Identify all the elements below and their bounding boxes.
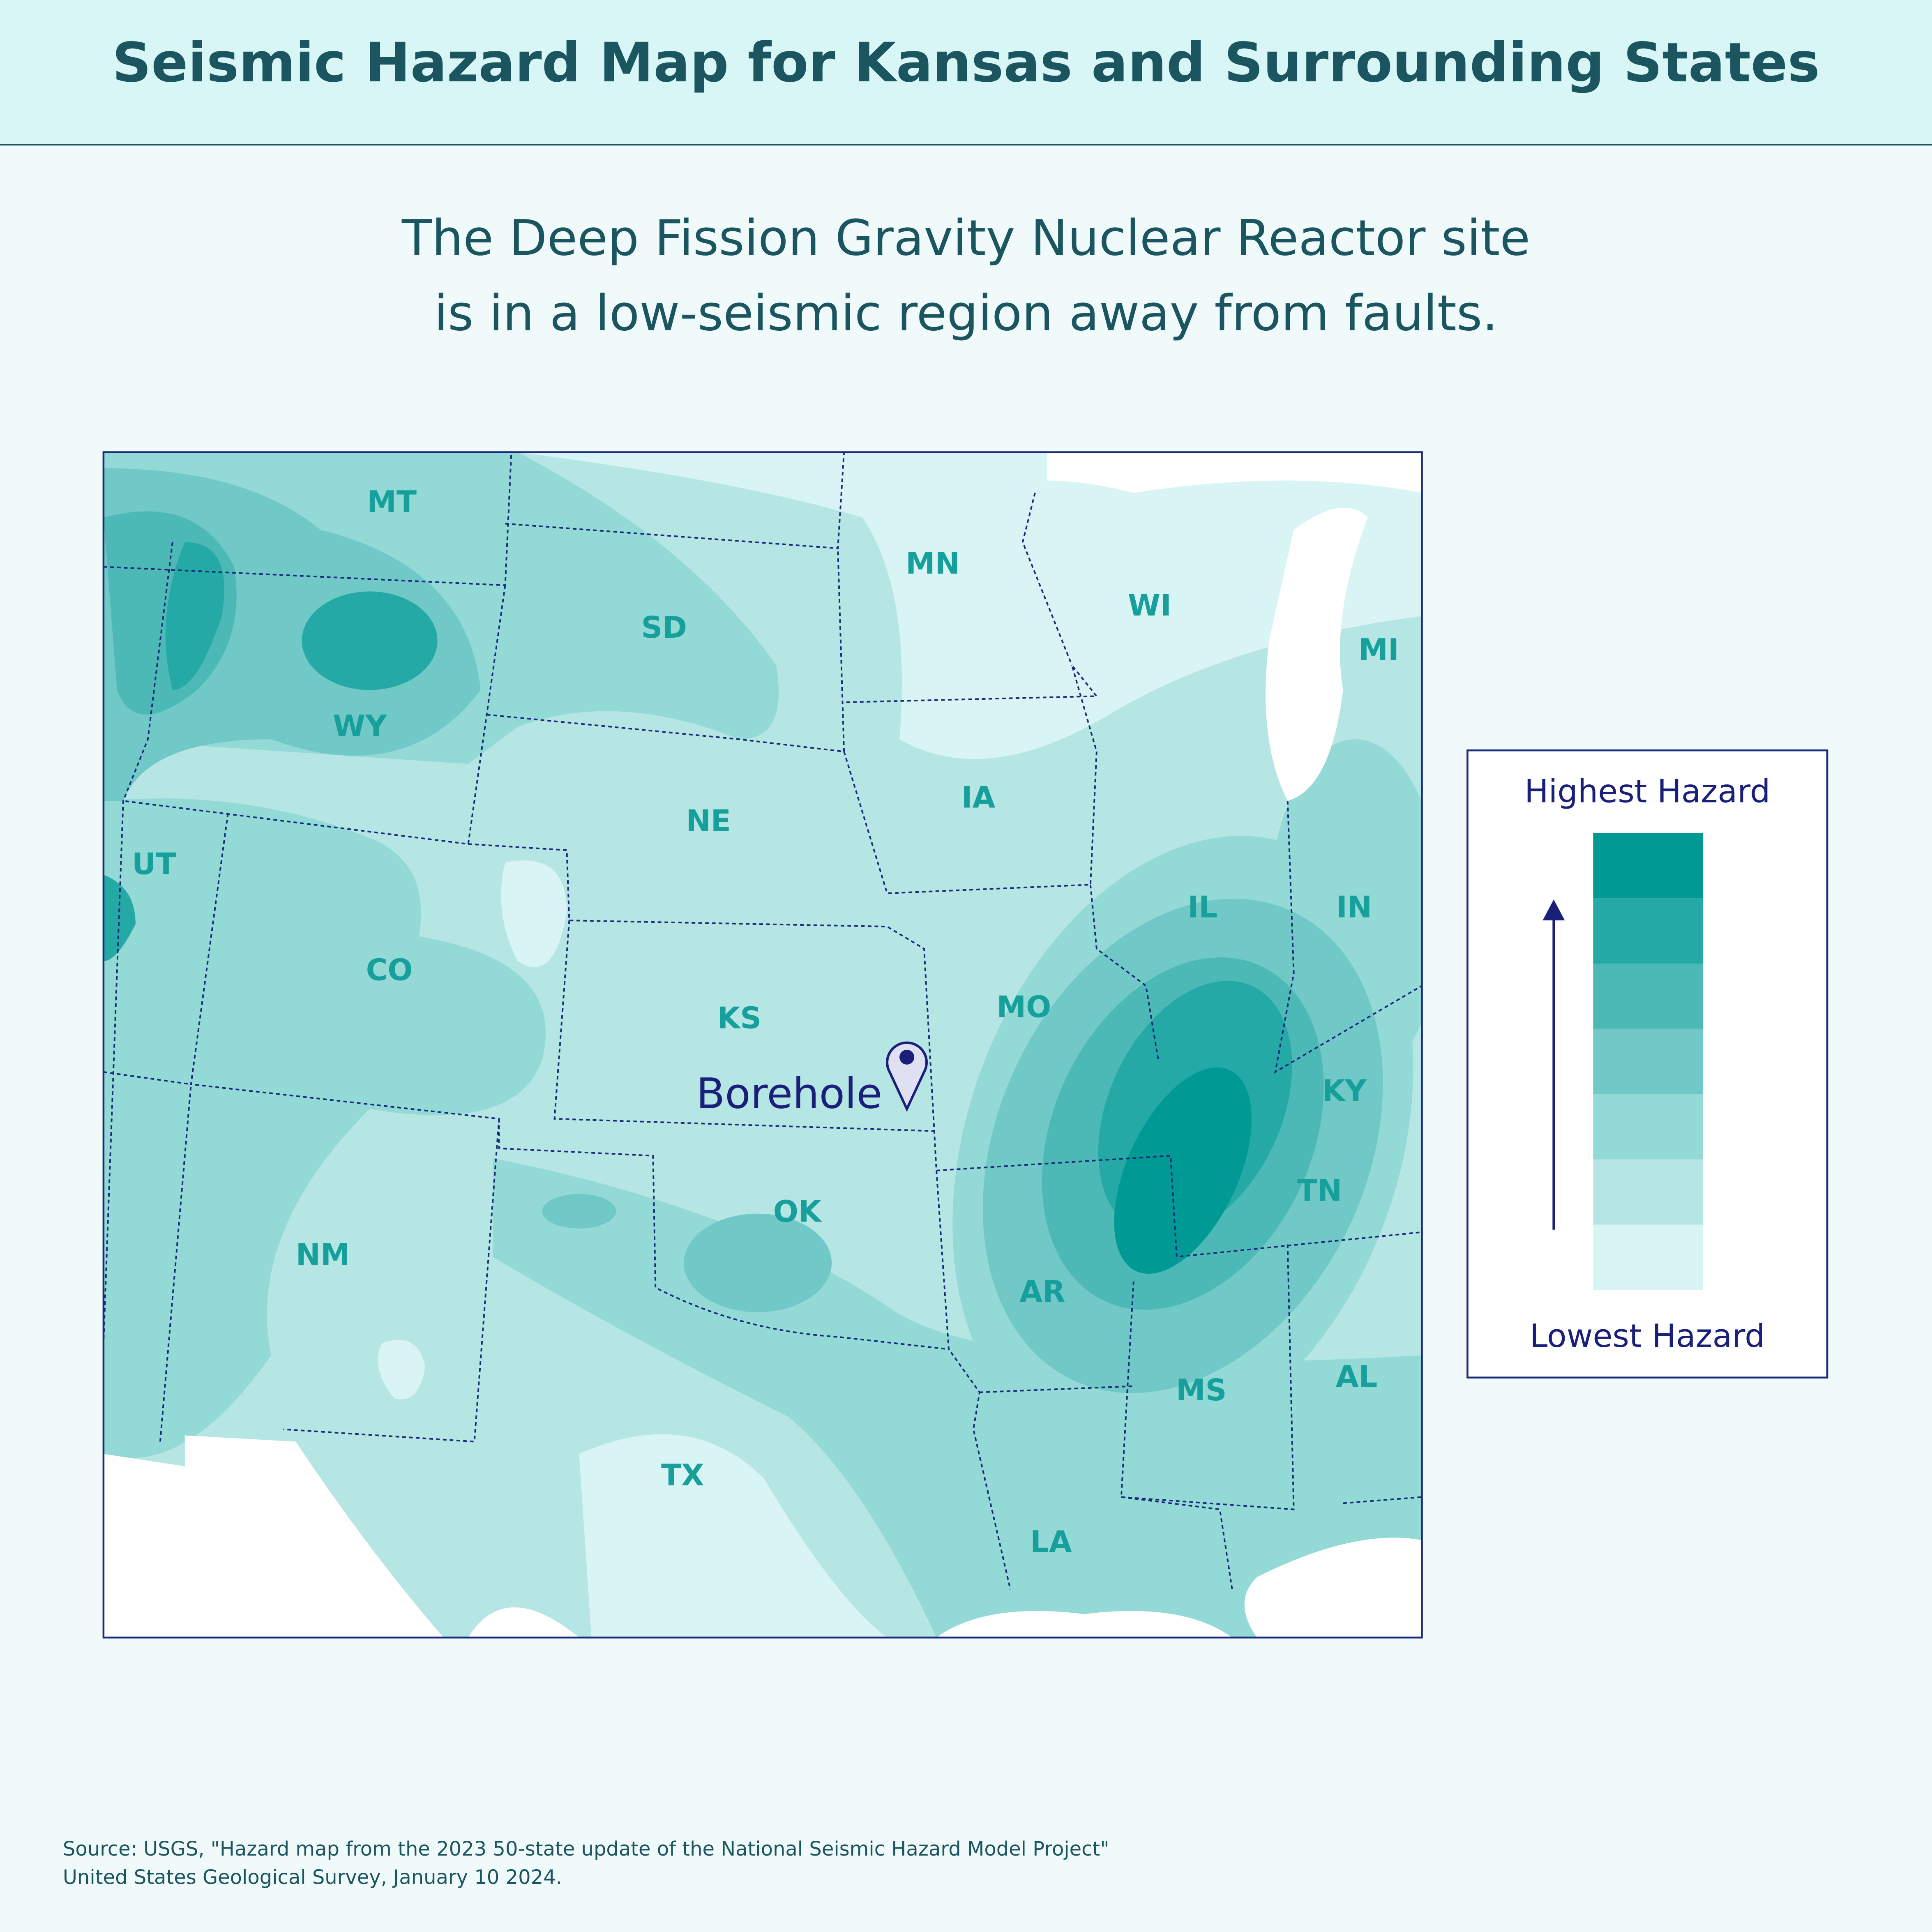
marker-label: Borehole [696,1070,882,1118]
state-label: OK [773,1194,822,1229]
state-label: TN [1297,1173,1342,1208]
state-label: TX [661,1458,704,1492]
legend-top: Highest Hazard [1524,773,1770,810]
source-line: Source: USGS, "Hazard map from the 2023 … [63,1837,1109,1861]
state-borders [103,452,1422,1590]
state-label: KS [717,1001,761,1035]
legend-bottom: Lowest Hazard [1530,1318,1765,1355]
source-line: United States Geological Survey, January… [63,1866,562,1889]
state-label: WI [1128,588,1171,622]
state-label: MS [1176,1373,1227,1407]
state-label: AR [1019,1274,1065,1309]
state-label: MN [906,546,960,581]
state-label: IA [961,780,996,815]
legend: Highest Hazard Lowest Hazard [1466,749,1828,1379]
state-label: SD [641,610,687,645]
subtitle-line: is in a low-seismic region away from fau… [434,285,1498,342]
state-label: WY [333,709,387,743]
state-label: NE [686,804,731,838]
state-label: KY [1322,1073,1367,1108]
state-label: NM [296,1237,350,1272]
state-label: UT [132,847,176,881]
borehole-marker: Borehole [696,1041,928,1118]
state-label: AL [1336,1359,1378,1394]
header-band [0,0,1932,144]
state-label: MI [1358,632,1399,667]
state-label: CO [366,953,413,987]
subtitle-line: The Deep Fission Gravity Nuclear Reactor… [401,210,1530,267]
state-label: MO [997,989,1051,1024]
state-label: IN [1336,890,1372,925]
title: Seismic Hazard Map for Kansas and Surrou… [112,32,1820,95]
state-label: LA [1030,1524,1072,1559]
state-label: MT [367,484,417,519]
hazard-map [103,452,1422,1638]
state-label: IL [1187,890,1217,925]
